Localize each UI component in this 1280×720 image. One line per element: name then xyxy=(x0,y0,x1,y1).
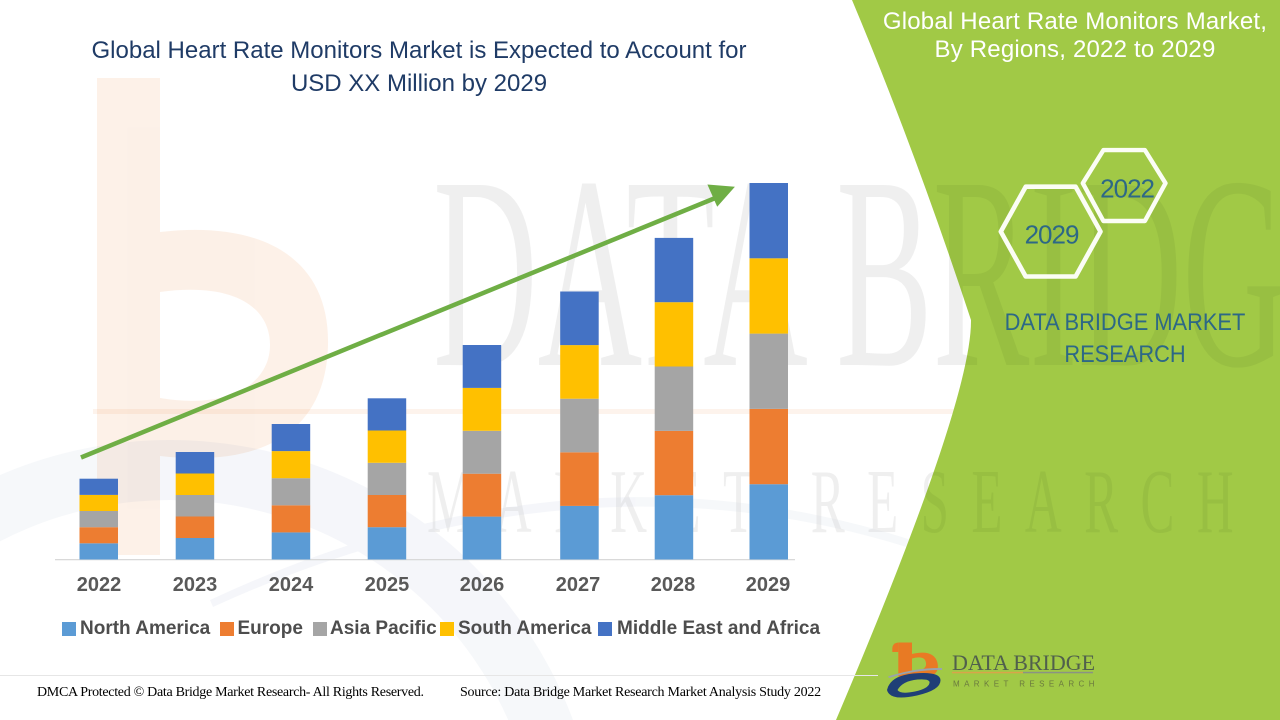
svg-text:MARKET RESEARCH: MARKET RESEARCH xyxy=(953,680,1099,689)
svg-text:2022: 2022 xyxy=(1100,173,1154,203)
svg-text:2029: 2029 xyxy=(1025,219,1079,249)
svg-text:DATA BRIDGE: DATA BRIDGE xyxy=(952,650,1095,675)
